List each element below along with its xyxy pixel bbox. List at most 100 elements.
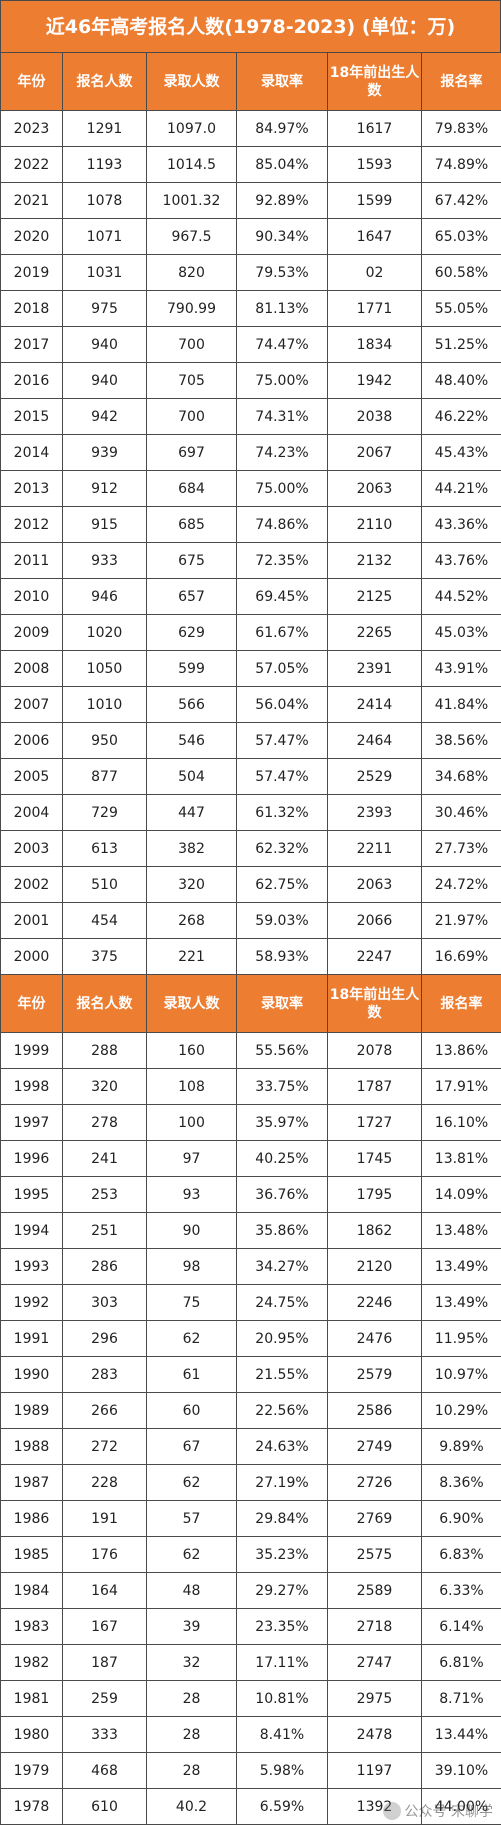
table-cell: 268 <box>147 903 237 939</box>
table-cell: 59.03% <box>237 903 328 939</box>
table-cell: 2022 <box>1 147 63 183</box>
table-cell: 2066 <box>328 903 422 939</box>
table-cell: 2125 <box>328 579 422 615</box>
table-cell: 61 <box>147 1357 237 1393</box>
table-cell: 2975 <box>328 1681 422 1717</box>
table-cell: 241 <box>63 1141 147 1177</box>
table-cell: 46.22% <box>422 399 501 435</box>
table-cell: 1996 <box>1 1141 63 1177</box>
table-cell: 504 <box>147 759 237 795</box>
table-cell: 2476 <box>328 1321 422 1357</box>
table-cell: 288 <box>63 1033 147 1069</box>
table-cell: 35.97% <box>237 1105 328 1141</box>
table-cell: 8.36% <box>422 1465 501 1501</box>
table-cell: 2015 <box>1 399 63 435</box>
table-cell: 67.42% <box>422 183 501 219</box>
table-cell: 915 <box>63 507 147 543</box>
table-cell: 2529 <box>328 759 422 795</box>
table-cell: 566 <box>147 687 237 723</box>
table-cell: 20.95% <box>237 1321 328 1357</box>
table-cell: 51.25% <box>422 327 501 363</box>
table-cell: 1999 <box>1 1033 63 1069</box>
table-cell: 283 <box>63 1357 147 1393</box>
table-cell: 2017 <box>1 327 63 363</box>
table-cell: 2002 <box>1 867 63 903</box>
table-cell: 28 <box>147 1717 237 1753</box>
table-cell: 32 <box>147 1645 237 1681</box>
table-cell: 164 <box>63 1573 147 1609</box>
header-cell: 报名率 <box>422 975 501 1033</box>
table-cell: 1985 <box>1 1537 63 1573</box>
table-cell: 36.76% <box>237 1177 328 1213</box>
table-cell: 90 <box>147 1213 237 1249</box>
table-cell: 97 <box>147 1141 237 1177</box>
table-cell: 1987 <box>1 1465 63 1501</box>
table-cell: 2586 <box>328 1393 422 1429</box>
table-cell: 2393 <box>328 795 422 831</box>
table-cell: 1983 <box>1 1609 63 1645</box>
table-cell: 167 <box>63 1609 147 1645</box>
table-cell: 1771 <box>328 291 422 327</box>
table-cell: 34.27% <box>237 1249 328 1285</box>
table-cell: 72.35% <box>237 543 328 579</box>
table-cell: 84.97% <box>237 111 328 147</box>
table-cell: 74.23% <box>237 435 328 471</box>
table-cell: 2769 <box>328 1501 422 1537</box>
table-cell: 2132 <box>328 543 422 579</box>
table-cell: 820 <box>147 255 237 291</box>
table-cell: 1097.0 <box>147 111 237 147</box>
table-cell: 1071 <box>63 219 147 255</box>
table-cell: 45.43% <box>422 435 501 471</box>
table-cell: 333 <box>63 1717 147 1753</box>
table-cell: 160 <box>147 1033 237 1069</box>
table-cell: 74.47% <box>237 327 328 363</box>
table-cell: 90.34% <box>237 219 328 255</box>
table-cell: 296 <box>63 1321 147 1357</box>
table-cell: 62.75% <box>237 867 328 903</box>
table-cell: 02 <box>328 255 422 291</box>
table-cell: 43.76% <box>422 543 501 579</box>
table-cell: 39 <box>147 1609 237 1645</box>
table-cell: 8.71% <box>422 1681 501 1717</box>
table-cell: 38.56% <box>422 723 501 759</box>
table-cell: 24.75% <box>237 1285 328 1321</box>
table-cell: 92.89% <box>237 183 328 219</box>
table-cell: 253 <box>63 1177 147 1213</box>
table-cell: 10.97% <box>422 1357 501 1393</box>
table-cell: 2010 <box>1 579 63 615</box>
table-cell: 2006 <box>1 723 63 759</box>
table-cell: 1998 <box>1 1069 63 1105</box>
table-cell: 1862 <box>328 1213 422 1249</box>
table-cell: 933 <box>63 543 147 579</box>
table-cell: 27.19% <box>237 1465 328 1501</box>
table-cell: 6.81% <box>422 1645 501 1681</box>
table-cell: 2063 <box>328 471 422 507</box>
table-cell: 65.03% <box>422 219 501 255</box>
table-cell: 62.32% <box>237 831 328 867</box>
table-cell: 56.04% <box>237 687 328 723</box>
table-cell: 657 <box>147 579 237 615</box>
table-cell: 57.47% <box>237 723 328 759</box>
table-cell: 85.04% <box>237 147 328 183</box>
table-cell: 1995 <box>1 1177 63 1213</box>
table-cell: 2009 <box>1 615 63 651</box>
table-cell: 57 <box>147 1501 237 1537</box>
table-cell: 24.72% <box>422 867 501 903</box>
table-cell: 34.68% <box>422 759 501 795</box>
table-cell: 75.00% <box>237 471 328 507</box>
